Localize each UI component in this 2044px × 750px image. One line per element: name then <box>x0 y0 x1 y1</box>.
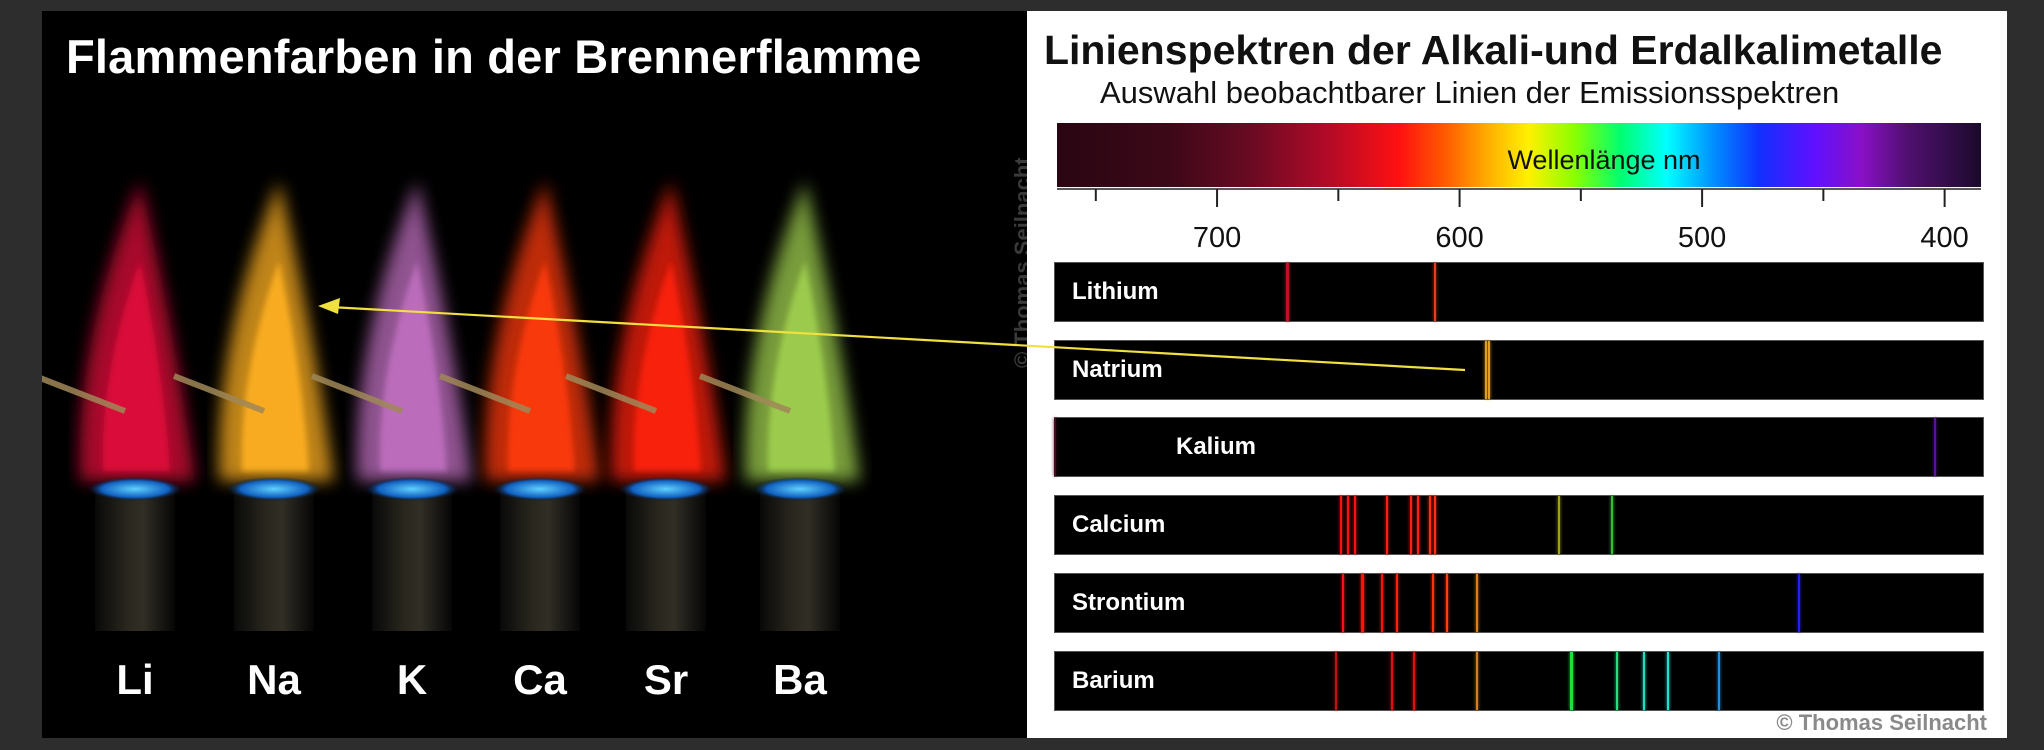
emission-line <box>1417 496 1420 554</box>
spectra-title: Linienspektren der Alkali-und Erdalkalim… <box>1044 27 1943 73</box>
flame-li <box>42 181 195 631</box>
emission-line <box>1286 263 1289 321</box>
spectra-subtitle: Auswahl beobachtbarer Linien der Emissio… <box>1100 75 1840 110</box>
emission-line <box>1485 341 1488 399</box>
emission-line <box>1395 574 1398 632</box>
emission-line <box>1354 496 1357 554</box>
emission-line <box>1342 574 1345 632</box>
emission-line <box>1380 574 1383 632</box>
flame-sr <box>564 181 726 631</box>
spectrum-name: Calcium <box>1072 511 1166 538</box>
tick-label-400: 400 <box>1920 222 1969 254</box>
spectrum-strip-kalium: Kalium <box>1053 418 1983 476</box>
emission-line <box>1446 574 1449 632</box>
emission-line <box>1487 341 1490 399</box>
emission-line <box>1666 652 1670 710</box>
emission-line <box>1475 574 1478 632</box>
emission-line <box>1431 574 1435 632</box>
element-label-sr: Sr <box>643 656 689 703</box>
emission-line <box>1558 496 1561 554</box>
spectrum-strip-strontium: Strontium <box>1055 574 1983 632</box>
emission-line <box>1642 652 1646 710</box>
emission-line <box>1798 574 1801 632</box>
tick-label-500: 500 <box>1677 222 1727 254</box>
emission-line <box>1385 496 1389 554</box>
emission-line <box>1334 652 1337 710</box>
emission-line <box>1390 652 1393 710</box>
emission-line <box>1569 652 1573 710</box>
element-label-ba: Ba <box>773 656 827 703</box>
emission-line <box>1347 496 1350 554</box>
spectrum-name: Kalium <box>1176 433 1257 460</box>
emission-line <box>1611 496 1614 554</box>
spectrum-name: Strontium <box>1072 589 1186 616</box>
emission-line <box>1429 496 1432 554</box>
emission-line <box>1053 418 1056 476</box>
spectrum-strip-barium: Barium <box>1055 652 1983 710</box>
flame-na <box>172 181 334 631</box>
emission-line <box>1615 652 1619 710</box>
emission-line <box>1933 418 1936 476</box>
spectrum-strip-calcium: Calcium <box>1055 496 1983 554</box>
wavelength-axis-label: Wellenlänge nm <box>1507 145 1701 175</box>
emission-line <box>1361 574 1364 632</box>
spectrum-name: Barium <box>1072 667 1155 694</box>
spectrum-strip-natrium: Natrium <box>1055 341 1983 399</box>
flame-photo <box>42 181 860 631</box>
spectrum-strip-lithium: Lithium <box>1055 263 1983 321</box>
flame-ca <box>438 181 600 631</box>
copyright-note: © Thomas Seilnacht <box>1776 710 1987 735</box>
emission-line <box>1409 496 1413 554</box>
emission-line <box>1475 652 1478 710</box>
flame-photo-panel: Flammenfarben in der Brennerflamme Li Na K… <box>42 11 1027 738</box>
emission-line <box>1718 652 1721 710</box>
wavelength-axis <box>1057 188 1981 207</box>
spectra-panel: Linienspektren der Alkali-und Erdalkalim… <box>1027 11 2007 738</box>
element-label-k: K <box>396 656 428 703</box>
emission-line <box>1434 496 1437 554</box>
emission-line <box>1339 496 1342 554</box>
tick-label-600: 600 <box>1435 222 1484 254</box>
element-label-li: Li <box>116 656 154 703</box>
flame-k <box>310 181 472 631</box>
element-label-na: Na <box>247 656 301 703</box>
element-label-ca: Ca <box>513 656 567 703</box>
visible-spectrum-bar: Wellenlänge nm <box>1057 123 1981 187</box>
flame-ba <box>698 181 860 631</box>
spectrum-name: Natrium <box>1072 356 1163 383</box>
emission-line <box>1412 652 1415 710</box>
photo-title: Flammenfarben in der Brennerflamme <box>66 30 922 83</box>
tick-label-700: 700 <box>1192 222 1242 254</box>
spectrum-name: Lithium <box>1072 278 1159 305</box>
emission-line <box>1434 263 1437 321</box>
